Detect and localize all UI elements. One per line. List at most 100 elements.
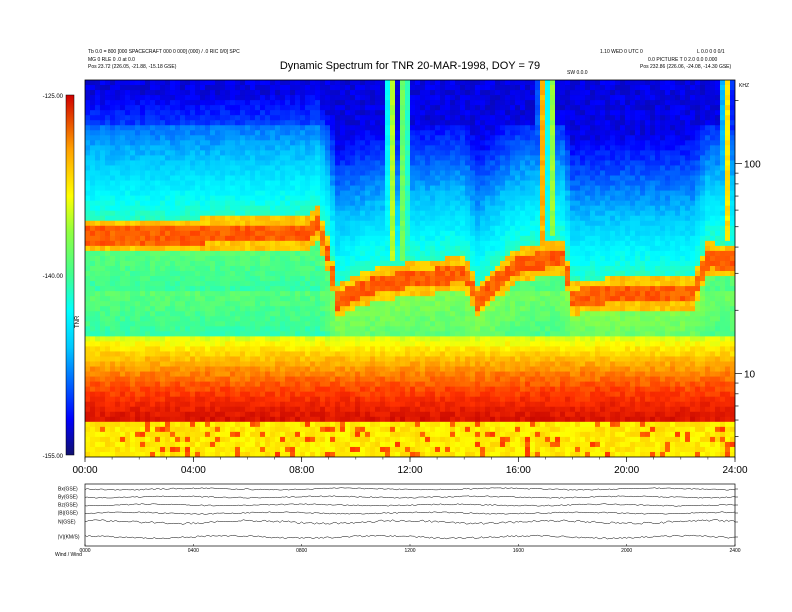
spectrum-cell bbox=[380, 250, 386, 257]
spectrum-cell bbox=[230, 311, 236, 317]
spectrum-cell bbox=[160, 230, 166, 237]
spectrum-cell bbox=[340, 230, 346, 237]
spectrum-cell bbox=[315, 250, 321, 257]
spectrum-cell bbox=[180, 376, 186, 383]
spectrum-cell bbox=[145, 331, 151, 337]
spectrum-cell bbox=[150, 155, 156, 162]
spectrum-cell bbox=[400, 185, 406, 192]
spectrum-cell bbox=[235, 326, 241, 332]
spectrum-cell bbox=[325, 441, 331, 448]
spectrum-cell bbox=[305, 110, 311, 116]
spectrum-cell bbox=[365, 255, 371, 262]
spectrum-cell bbox=[100, 215, 106, 222]
spectrum-cell bbox=[200, 376, 206, 383]
spectrum-cell bbox=[210, 215, 216, 222]
spectrum-cell bbox=[415, 135, 421, 141]
spectrum-cell bbox=[115, 170, 121, 177]
spectrum-cell bbox=[390, 185, 396, 192]
spectrum-cell bbox=[395, 245, 401, 252]
spectrum-cell bbox=[85, 185, 91, 192]
spectrum-cell bbox=[85, 95, 91, 101]
spectrum-cell bbox=[110, 110, 116, 116]
spectrum-cell bbox=[175, 306, 181, 312]
spectrum-cell bbox=[190, 291, 196, 297]
spectrum-cell bbox=[250, 386, 256, 393]
spectrum-cell bbox=[265, 150, 271, 156]
spectrum-cell bbox=[220, 326, 226, 332]
spectrum-cell bbox=[385, 361, 391, 368]
spectrum-cell bbox=[390, 160, 396, 167]
spectrum-cell bbox=[370, 376, 376, 383]
spectrum-cell bbox=[270, 446, 276, 453]
spectrum-cell bbox=[310, 271, 316, 277]
spectrum-cell bbox=[300, 200, 306, 207]
spectrum-cell bbox=[270, 276, 276, 282]
spectrum-cell bbox=[150, 140, 156, 146]
spectrum-cell bbox=[255, 235, 261, 242]
spectrum-cell bbox=[285, 220, 291, 227]
spectrum-cell bbox=[170, 160, 176, 167]
spectrum-cell bbox=[100, 441, 106, 448]
spectrum-cell bbox=[175, 180, 181, 187]
spectrum-cell bbox=[100, 125, 106, 131]
spectrum-cell bbox=[300, 255, 306, 262]
spectrum-cell bbox=[300, 90, 306, 96]
spectrum-cell bbox=[215, 281, 221, 287]
spectrum-cell bbox=[185, 451, 191, 457]
spectrum-cell bbox=[350, 436, 356, 443]
spectrum-cell bbox=[215, 130, 221, 136]
spectrum-cell bbox=[125, 346, 131, 353]
spectrum-cell bbox=[220, 401, 226, 408]
spectrum-cell bbox=[380, 265, 386, 272]
spectrum-cell bbox=[245, 366, 251, 373]
spectrum-cell bbox=[175, 245, 181, 252]
spectrum-cell bbox=[195, 276, 201, 282]
spectrum-cell bbox=[275, 396, 281, 403]
spectrum-cell bbox=[270, 150, 276, 156]
spectrum-cell bbox=[100, 286, 106, 292]
spectrum-cell bbox=[235, 396, 241, 403]
spectrum-cell bbox=[285, 100, 291, 106]
spectrum-cell bbox=[245, 331, 251, 337]
spectrum-cell bbox=[350, 235, 356, 242]
spectrum-cell bbox=[105, 326, 111, 332]
spectrum-cell bbox=[170, 155, 176, 162]
spectrum-cell bbox=[265, 115, 271, 121]
spectrum-cell bbox=[135, 255, 141, 262]
spectrum-cell bbox=[345, 140, 351, 146]
spectrum-cell bbox=[145, 441, 151, 448]
spectrum-cell bbox=[270, 90, 276, 96]
spectrum-cell bbox=[370, 135, 376, 141]
spectrum-cell bbox=[330, 281, 336, 287]
spectrum-cell bbox=[135, 190, 141, 197]
spectrum-cell bbox=[305, 301, 311, 307]
spectrum-cell bbox=[200, 451, 206, 457]
spectrum-cell bbox=[135, 431, 141, 438]
spectrum-cell bbox=[405, 406, 411, 413]
spectrum-cell bbox=[300, 276, 306, 282]
spectrum-cell bbox=[275, 281, 281, 287]
spectrum-cell bbox=[215, 396, 221, 403]
spectrum-cell bbox=[85, 210, 91, 217]
spectrum-cell bbox=[235, 215, 241, 222]
spectrum-cell bbox=[115, 336, 121, 342]
spectrum-cell bbox=[205, 336, 211, 342]
spectrum-cell bbox=[105, 306, 111, 312]
spectrum-cell bbox=[290, 381, 296, 388]
spectrum-cell bbox=[290, 220, 296, 227]
spectrum-cell bbox=[400, 95, 406, 101]
spectrum-cell bbox=[255, 90, 261, 96]
spectrum-cell bbox=[180, 155, 186, 162]
spectrum-cell bbox=[110, 200, 116, 207]
spectrum-cell bbox=[255, 100, 261, 106]
spectrum-cell bbox=[200, 115, 206, 121]
spectrum-cell bbox=[290, 401, 296, 408]
spectrum-cell bbox=[205, 140, 211, 146]
spectrum-cell bbox=[95, 155, 101, 162]
spectrum-cell bbox=[325, 220, 331, 227]
spectrum-cell bbox=[305, 421, 311, 428]
spectrum-cell bbox=[90, 311, 96, 317]
spectrum-cell bbox=[250, 331, 256, 337]
spectrum-cell bbox=[115, 130, 121, 136]
spectrum-cell bbox=[310, 260, 316, 267]
